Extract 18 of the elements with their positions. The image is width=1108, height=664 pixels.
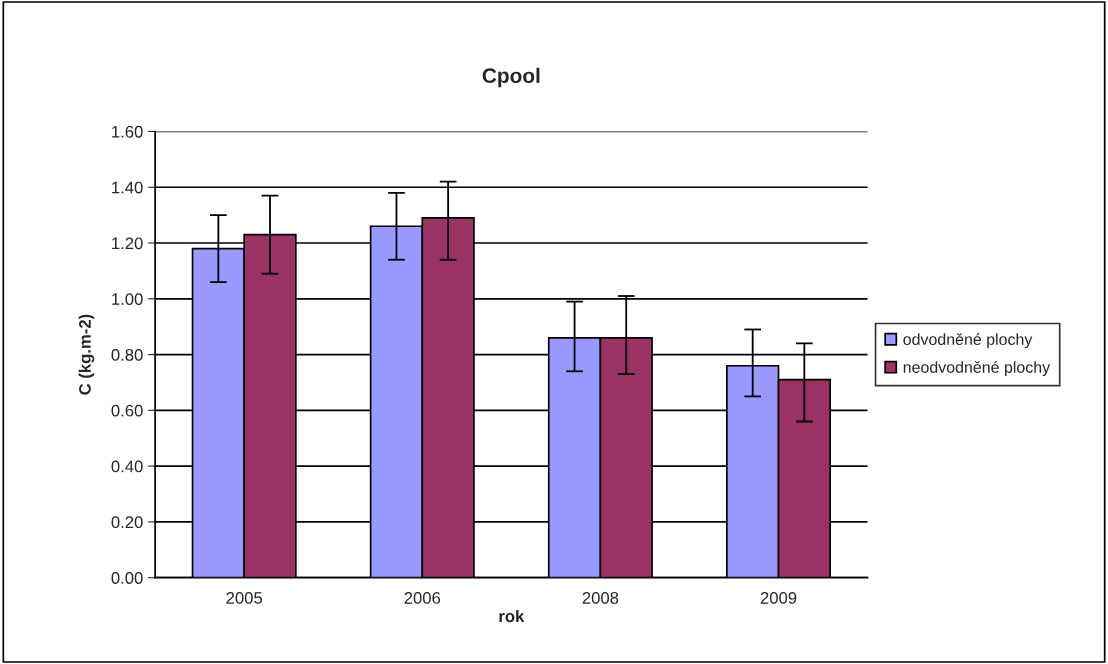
y-axis-title: C (kg.m-2) xyxy=(78,314,95,395)
y-tick-label: 0.60 xyxy=(111,404,143,417)
y-tick-label: 1.00 xyxy=(112,293,143,305)
legend-label: neodvodněné plochy xyxy=(903,360,1051,377)
y-tick-label: 1.40 xyxy=(112,181,143,194)
x-tick-label: 2009 xyxy=(760,592,797,604)
y-tick-label: 1.60 xyxy=(112,125,143,138)
y-tick-label: 1.20 xyxy=(112,237,143,250)
y-tick-label: 0.00 xyxy=(111,572,143,584)
x-tick-label: 2005 xyxy=(226,592,263,604)
chart-title: Cpool xyxy=(482,67,540,88)
y-tick-label: 0.20 xyxy=(111,516,143,529)
x-tick-label: 2006 xyxy=(404,592,441,604)
y-tick-label: 0.80 xyxy=(111,348,143,361)
x-tick-label: 2008 xyxy=(582,592,619,604)
x-axis-title: rok xyxy=(499,609,525,623)
y-tick-label: 0.40 xyxy=(111,460,143,473)
legend-label: odvodněné plochy xyxy=(903,333,1033,349)
